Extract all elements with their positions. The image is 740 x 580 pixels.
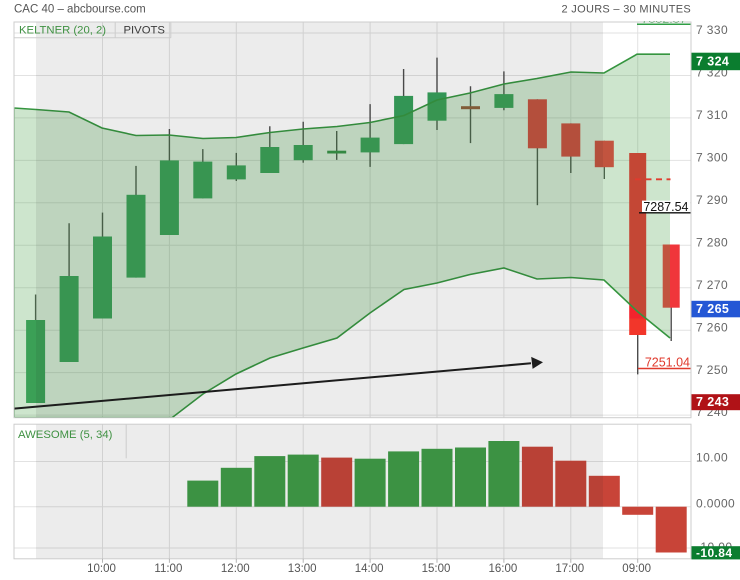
svg-text:11:00: 11:00 bbox=[154, 563, 182, 575]
svg-text:AWESOME (5, 34): AWESOME (5, 34) bbox=[18, 429, 113, 441]
svg-text:-10.84: -10.84 bbox=[696, 546, 732, 560]
svg-text:7 300: 7 300 bbox=[696, 151, 728, 165]
svg-text:7 243: 7 243 bbox=[696, 395, 729, 409]
svg-text:7 290: 7 290 bbox=[696, 193, 728, 207]
svg-text:7 280: 7 280 bbox=[696, 235, 728, 249]
svg-text:12:00: 12:00 bbox=[221, 563, 250, 575]
svg-text:7287.54: 7287.54 bbox=[643, 200, 688, 214]
svg-text:7251.04: 7251.04 bbox=[645, 355, 690, 369]
svg-text:10:00: 10:00 bbox=[87, 563, 116, 575]
svg-text:09:00: 09:00 bbox=[622, 563, 651, 575]
svg-text:CAC 40 – abcbourse.com: CAC 40 – abcbourse.com bbox=[14, 4, 146, 16]
svg-text:7 260: 7 260 bbox=[696, 320, 728, 334]
svg-text:7 324: 7 324 bbox=[696, 55, 729, 69]
svg-text:13:00: 13:00 bbox=[288, 563, 317, 575]
svg-text:15:00: 15:00 bbox=[422, 563, 451, 575]
svg-text:7 310: 7 310 bbox=[696, 108, 728, 122]
svg-text:17:00: 17:00 bbox=[555, 563, 584, 575]
svg-text:PIVOTS: PIVOTS bbox=[124, 24, 166, 36]
svg-text:KELTNER (20, 2): KELTNER (20, 2) bbox=[19, 24, 106, 36]
svg-text:7 330: 7 330 bbox=[696, 23, 728, 37]
svg-text:0.0000: 0.0000 bbox=[696, 497, 735, 511]
svg-text:10.00: 10.00 bbox=[696, 451, 728, 465]
svg-text:14:00: 14:00 bbox=[355, 563, 384, 575]
svg-text:7 270: 7 270 bbox=[696, 278, 728, 292]
svg-text:7 265: 7 265 bbox=[696, 302, 729, 316]
svg-text:7 250: 7 250 bbox=[696, 363, 728, 377]
svg-text:2 JOURS – 30 MINUTES: 2 JOURS – 30 MINUTES bbox=[562, 4, 691, 16]
svg-text:16:00: 16:00 bbox=[489, 563, 518, 575]
